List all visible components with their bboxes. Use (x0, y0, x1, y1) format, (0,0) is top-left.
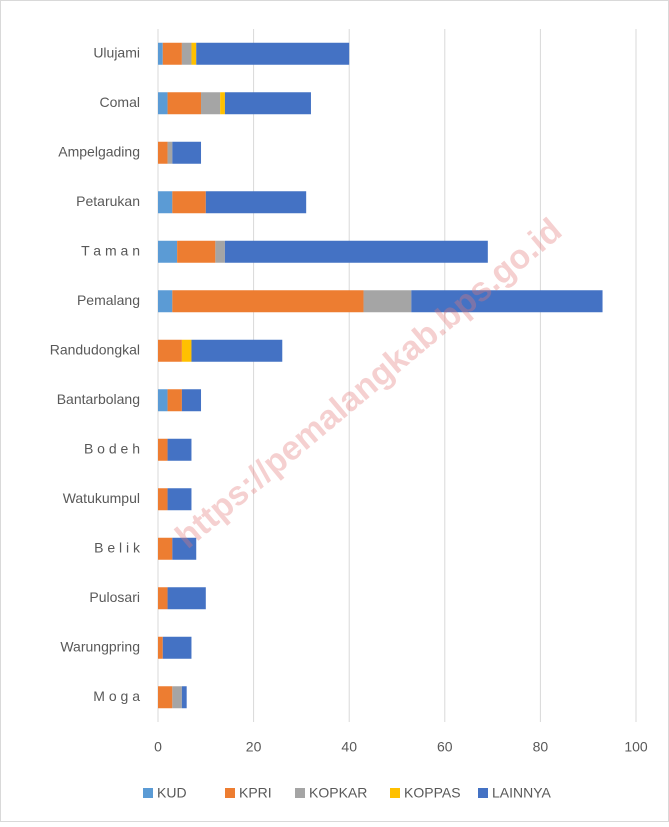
bar-segment (158, 587, 168, 610)
bar-segment (363, 290, 412, 313)
x-tick-label: 60 (437, 739, 453, 755)
legend-label: KPRI (239, 785, 272, 801)
bar-segment (172, 537, 197, 560)
bar-segment (167, 438, 192, 461)
legend-label: KOPPAS (404, 785, 461, 801)
bar-segment (162, 42, 182, 65)
y-tick-label: Pemalang (77, 292, 140, 308)
y-tick-label: Warungpring (60, 638, 140, 654)
bar-segment (196, 42, 350, 65)
bar-segment (181, 339, 192, 362)
bar-segment (181, 686, 187, 709)
y-tick-label: T a m a n (81, 242, 140, 258)
plot-area: 0 20 40 60 80 100 Ulujami Comal Ampelgading Petar… (50, 29, 648, 801)
bar-segment (158, 290, 173, 313)
legend-swatch (143, 788, 153, 798)
bar-segment (158, 438, 168, 461)
bar-segment (167, 587, 206, 610)
bar-segment (162, 636, 192, 659)
bar-segment (191, 42, 197, 65)
y-tick-label: Bantarbolang (57, 391, 140, 407)
bar-segment (158, 240, 178, 263)
bar-segment (172, 290, 364, 313)
bar-segment (167, 92, 202, 115)
legend-swatch (225, 788, 235, 798)
bar-segment (220, 92, 225, 115)
bar-segment (172, 686, 182, 709)
x-tick-label: 80 (533, 739, 549, 755)
bar-segment (177, 240, 216, 263)
bar-segment (158, 488, 168, 511)
bar-segment (205, 191, 307, 214)
bar-segment (181, 42, 192, 65)
y-tick-label: Ulujami (93, 44, 140, 60)
bar-segment (167, 141, 173, 164)
y-tick-label: Randudongkal (50, 341, 140, 357)
bar-segment (158, 389, 168, 412)
legend-swatch (478, 788, 488, 798)
y-tick-label: Comal (100, 94, 140, 110)
y-tick-label: M o g a (93, 688, 140, 704)
bar-segment (158, 141, 168, 164)
bar-segment (167, 389, 182, 412)
bar-segment (172, 191, 206, 214)
legend-label: LAINNYA (492, 785, 552, 801)
y-tick-label: Pulosari (89, 589, 140, 605)
y-tick-label: B o d e h (84, 440, 140, 456)
legend-swatch (295, 788, 305, 798)
bar-segment (411, 290, 603, 313)
bar-segment (181, 389, 202, 412)
y-tick-label: B e l i k (94, 539, 141, 555)
legend-label: KUD (157, 785, 187, 801)
bar-segment (224, 92, 311, 115)
bar-segment (167, 488, 192, 511)
bar-segment (158, 191, 173, 214)
bar-segment (215, 240, 225, 263)
bar-segment (158, 686, 173, 709)
bar-segment (158, 339, 182, 362)
y-tick-label: Ampelgading (58, 143, 140, 159)
x-tick-label: 100 (624, 739, 648, 755)
bar-segment (224, 240, 488, 263)
x-tick-label: 0 (154, 739, 162, 755)
y-tick-label: Watukumpul (63, 490, 140, 506)
bar-segment (158, 636, 163, 659)
bar-segment (172, 141, 202, 164)
bar-segment (191, 339, 283, 362)
bar-segment (201, 92, 221, 115)
y-tick-label: Petarukan (76, 193, 140, 209)
legend-label: KOPKAR (309, 785, 367, 801)
bar-segment (158, 537, 173, 560)
legend-swatch (390, 788, 400, 798)
bar-segment (158, 92, 168, 115)
x-tick-label: 20 (246, 739, 262, 755)
bar-segment (158, 42, 163, 65)
x-tick-label: 40 (341, 739, 357, 755)
